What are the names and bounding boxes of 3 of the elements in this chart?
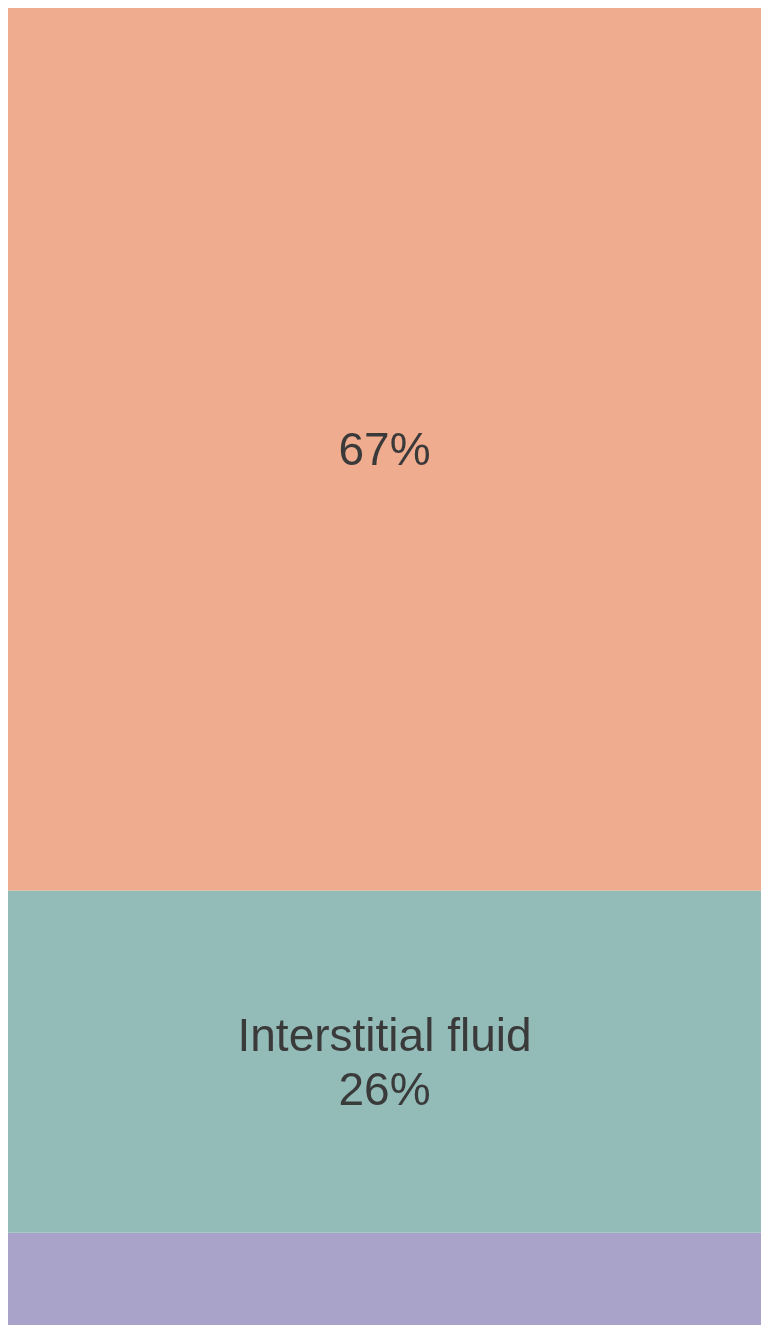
- data-label: 26%: [338, 1062, 431, 1115]
- data-label: 67%: [338, 423, 431, 476]
- series-label: Interstitial fluid: [237, 1008, 532, 1061]
